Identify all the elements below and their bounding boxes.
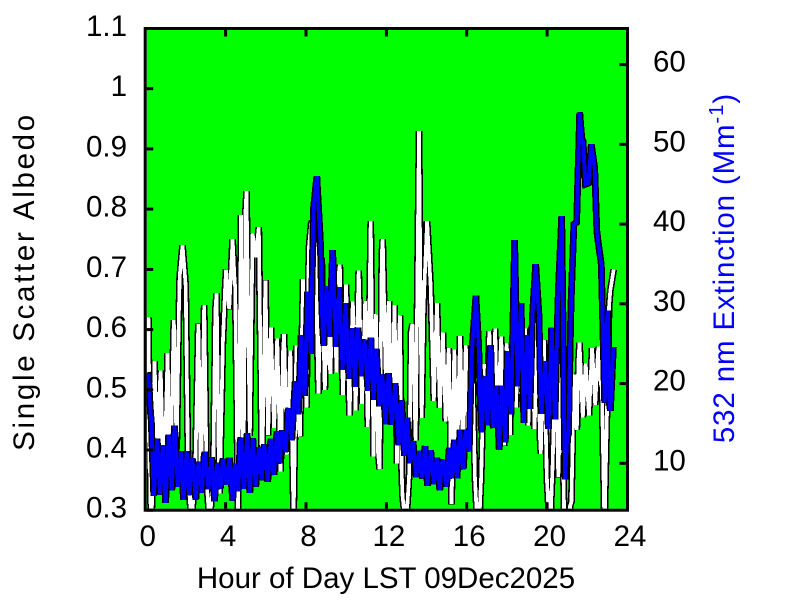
svg-text:60: 60: [653, 46, 686, 79]
svg-text:8: 8: [300, 520, 316, 553]
svg-text:20: 20: [653, 365, 686, 398]
svg-text:16: 16: [453, 520, 486, 553]
svg-text:50: 50: [653, 125, 686, 158]
svg-text:0: 0: [139, 520, 155, 553]
svg-text:1: 1: [111, 70, 127, 103]
svg-text:0.7: 0.7: [86, 251, 127, 284]
svg-text:0.5: 0.5: [86, 371, 127, 404]
svg-text:0.3: 0.3: [86, 492, 127, 525]
svg-text:10: 10: [653, 444, 686, 477]
svg-text:1.1: 1.1: [86, 10, 127, 43]
svg-text:0.8: 0.8: [86, 191, 127, 224]
svg-text:0.6: 0.6: [86, 311, 127, 344]
svg-text:Single Scatter Albedo: Single Scatter Albedo: [8, 112, 41, 451]
svg-text:Hour of Day LST 09Dec2025: Hour of Day LST 09Dec2025: [197, 562, 575, 595]
svg-text:12: 12: [372, 520, 405, 553]
svg-text:20: 20: [533, 520, 566, 553]
svg-text:4: 4: [220, 520, 236, 553]
svg-text:0.4: 0.4: [86, 432, 127, 465]
svg-text:40: 40: [653, 205, 686, 238]
svg-text:30: 30: [653, 285, 686, 318]
svg-text:24: 24: [614, 520, 647, 553]
svg-text:532 nm Extinction (Mm-1): 532 nm Extinction (Mm-1): [705, 93, 742, 443]
svg-text:0.9: 0.9: [86, 130, 127, 163]
